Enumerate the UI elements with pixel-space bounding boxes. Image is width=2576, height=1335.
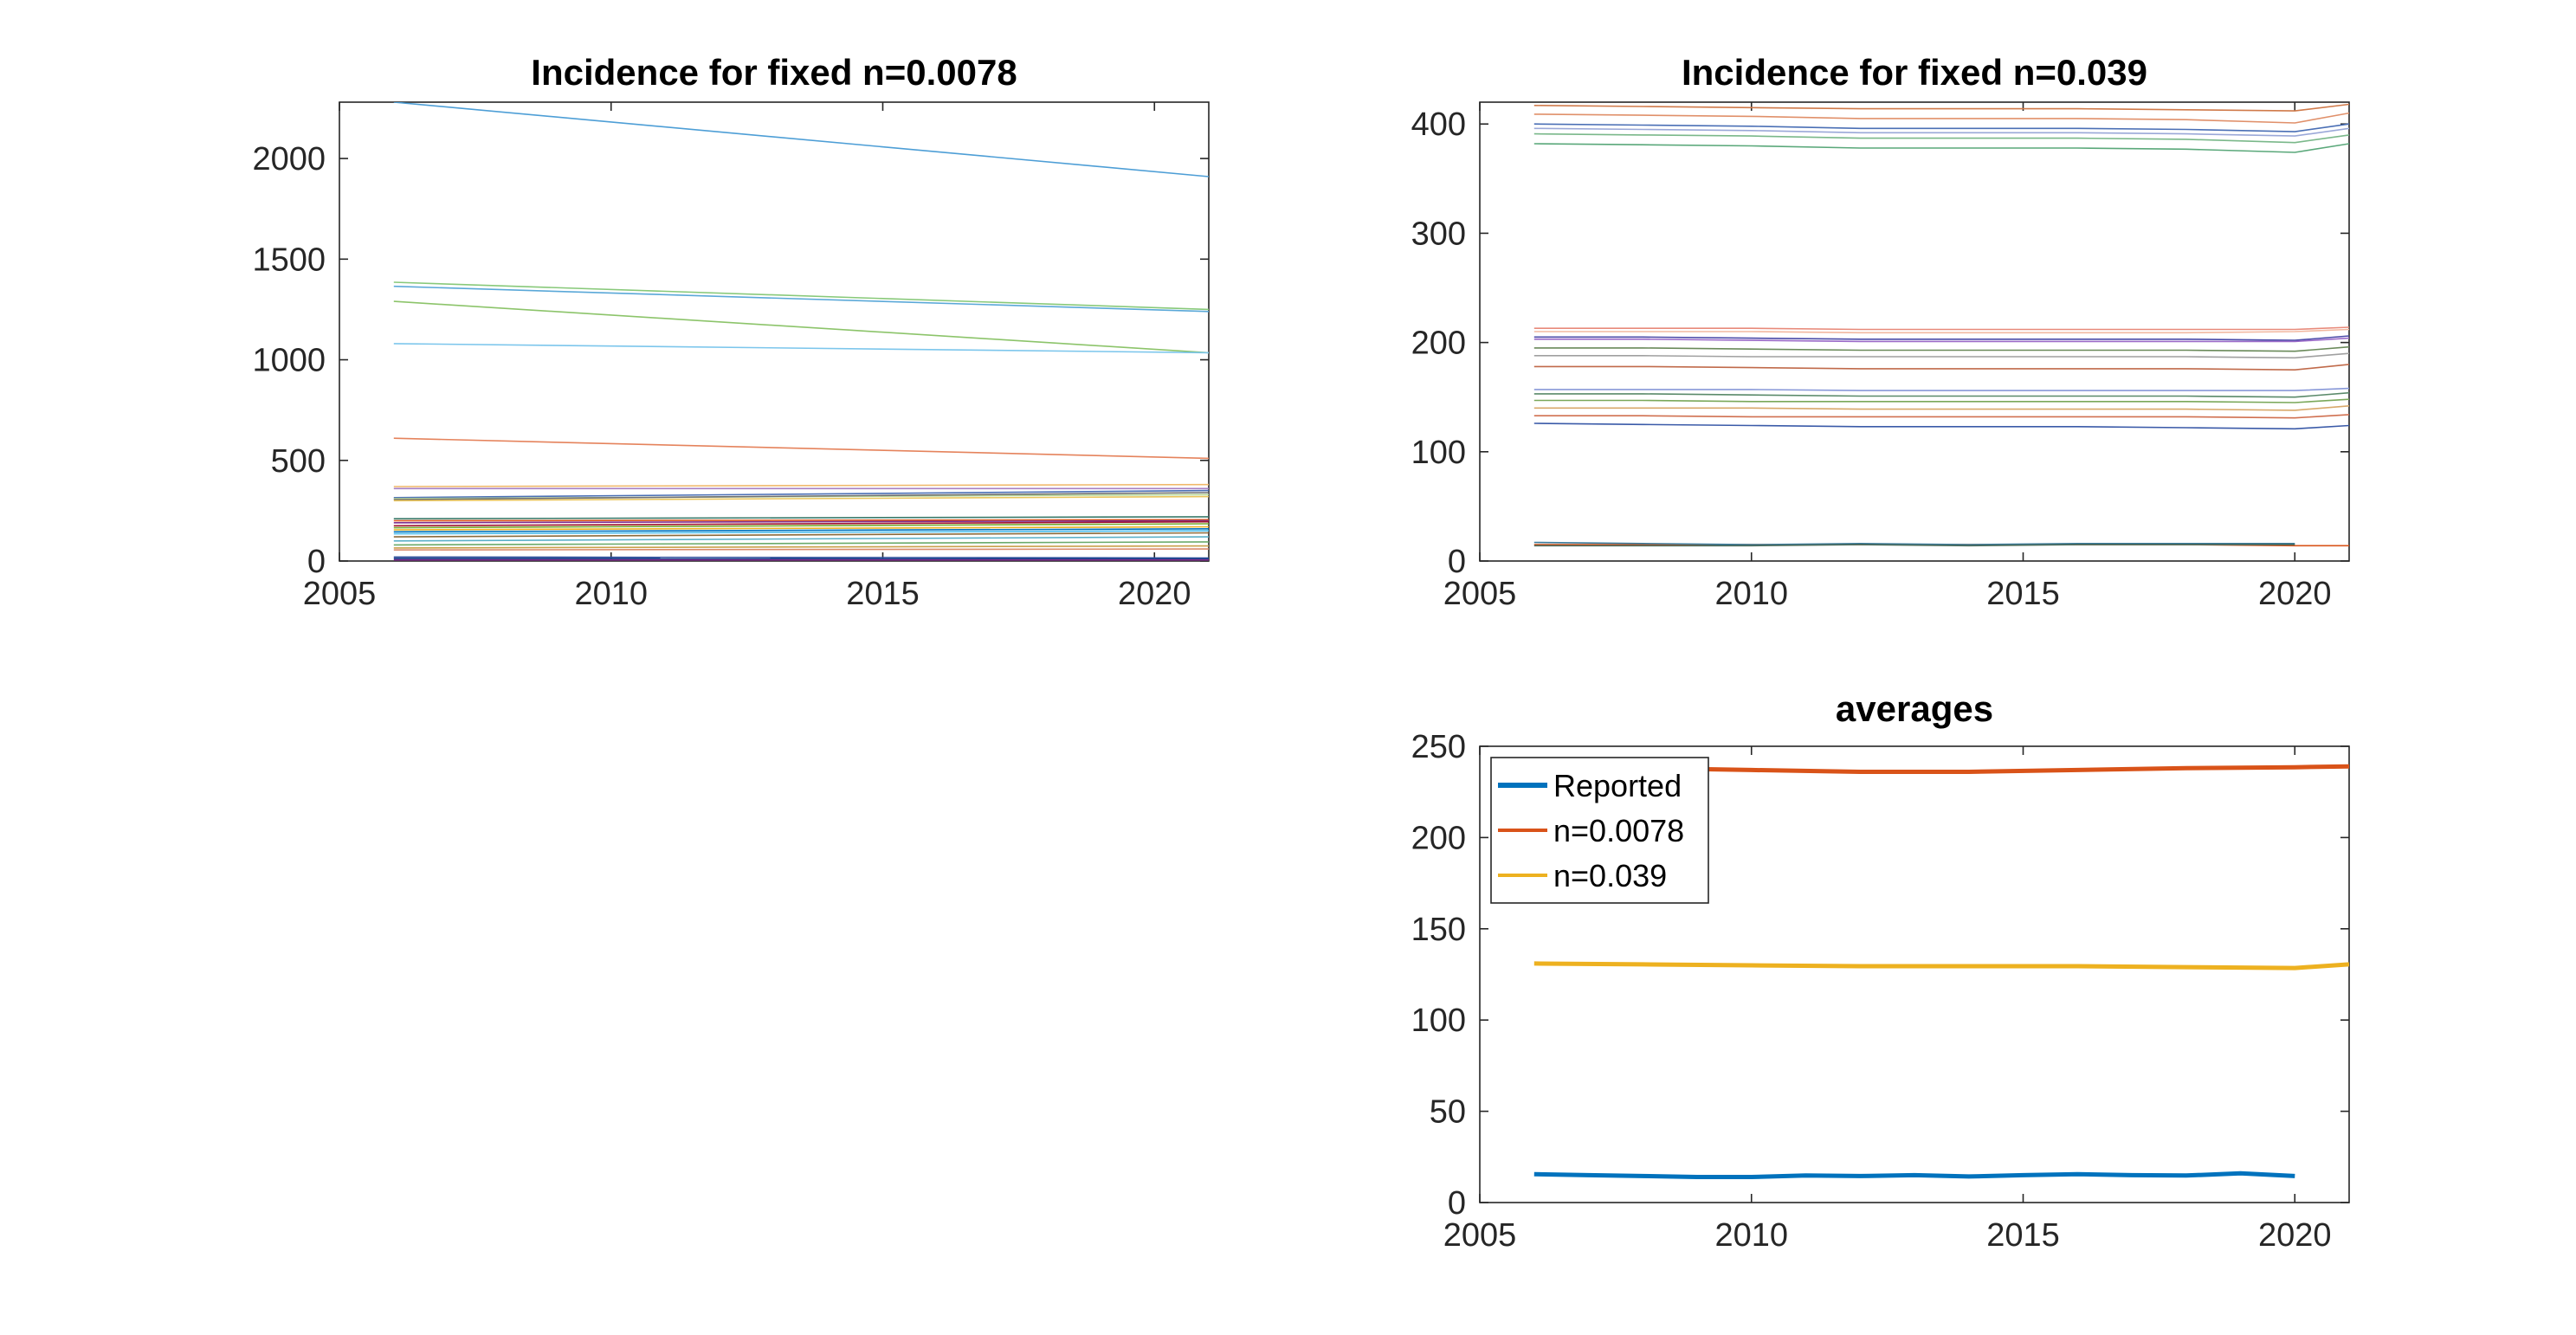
series-line <box>393 285 1209 313</box>
y-tick-label: 150 <box>1411 912 1466 948</box>
y-tick-label: 1500 <box>252 242 326 278</box>
series-line <box>1533 387 2349 391</box>
series-lines <box>393 102 1209 561</box>
series-line <box>1533 345 2349 352</box>
y-tick-label: 1000 <box>252 343 326 379</box>
x-tick-label: 2005 <box>1443 576 1517 612</box>
y-tick-label: 400 <box>1411 106 1466 143</box>
series-line <box>393 483 1209 487</box>
series-line <box>1533 328 2349 334</box>
series-line <box>393 530 1209 535</box>
legend-label: Reported <box>1553 768 1682 803</box>
series-line <box>393 520 1209 527</box>
series-line <box>1533 143 2349 153</box>
y-tick-label: 0 <box>1448 1185 1466 1222</box>
y-tick-label: 100 <box>1411 435 1466 471</box>
x-tick-label: 2020 <box>1118 576 1191 612</box>
legend-label: n=0.039 <box>1553 858 1667 893</box>
subplot-title: Incidence for fixed n=0.0078 <box>531 52 1017 93</box>
series-line <box>393 526 1209 531</box>
series-line <box>393 545 1209 549</box>
subplot-incidence-039: Incidence for fixed n=0.039 2005 2010 2015… <box>1411 52 2350 612</box>
series-line <box>393 523 1209 529</box>
series-line <box>1533 352 2349 359</box>
series-line <box>393 527 1209 533</box>
series-lines <box>1533 103 2349 547</box>
subplot-incidence-0078: Incidence for fixed n=0.0078 2005 2010 201… <box>252 52 1210 612</box>
series-line <box>393 300 1209 354</box>
x-tick-label: 2005 <box>303 576 377 612</box>
series-line <box>1533 103 2349 112</box>
series-line <box>1533 337 2349 343</box>
series-line <box>1533 541 2295 545</box>
series-line <box>393 281 1209 311</box>
series-line <box>393 556 1209 559</box>
series-line <box>393 437 1209 460</box>
series-line <box>393 541 1209 546</box>
y-tick-label: 250 <box>1411 729 1466 765</box>
x-tick-label: 2015 <box>1986 576 2060 612</box>
series-line <box>393 519 1209 522</box>
y-tick-label: 0 <box>1448 544 1466 580</box>
series-line <box>393 102 1209 177</box>
y-tick-label: 200 <box>1411 326 1466 362</box>
series-line <box>1533 335 2349 341</box>
y-tick-label: 50 <box>1430 1094 1466 1131</box>
legend: Reported n=0.0078 n=0.039 <box>1490 757 1709 904</box>
subplot-averages: averages 2005 2010 2015 2020 0 50 100 150 200 250… <box>1411 688 2350 1254</box>
series-line <box>393 495 1209 502</box>
series-line <box>1533 132 2349 144</box>
series-line <box>393 492 1209 500</box>
subplot-title: Incidence for fixed n=0.039 <box>1682 52 2147 93</box>
x-tick-label: 2015 <box>846 576 920 612</box>
x-tick-label: 2010 <box>1714 1217 1788 1254</box>
y-tick-label: 0 <box>307 544 326 580</box>
series-line <box>1533 405 2349 411</box>
series-line <box>1533 364 2349 371</box>
y-tick-label: 200 <box>1411 820 1466 856</box>
series-line <box>393 489 1209 499</box>
series-line <box>1533 112 2349 124</box>
x-tick-label: 2020 <box>2258 1217 2332 1254</box>
series-line <box>1533 961 2349 971</box>
y-tick-label: 2000 <box>252 141 326 177</box>
x-tick-label: 2010 <box>1714 576 1788 612</box>
series-line <box>393 519 1209 524</box>
series-line <box>1533 127 2349 137</box>
subplot-title: averages <box>1836 688 1993 729</box>
x-tick-label: 2005 <box>1443 1217 1517 1254</box>
y-tick-label: 300 <box>1411 216 1466 252</box>
y-tick-label: 500 <box>271 443 326 480</box>
legend-label: n=0.0078 <box>1553 813 1684 848</box>
series-line <box>1533 1171 2295 1179</box>
series-line <box>393 558 1209 560</box>
x-tick-label: 2010 <box>574 576 648 612</box>
x-tick-label: 2020 <box>2258 576 2332 612</box>
series-line <box>393 516 1209 520</box>
series-line <box>393 536 1209 542</box>
series-line <box>1533 123 2349 132</box>
series-line <box>1533 326 2349 331</box>
series-line <box>1533 422 2349 430</box>
x-tick-label: 2015 <box>1986 1217 2060 1254</box>
series-line <box>1533 414 2349 419</box>
series-line <box>393 532 1209 538</box>
series-line <box>393 548 1209 551</box>
series-line <box>393 343 1209 354</box>
y-tick-label: 100 <box>1411 1003 1466 1039</box>
series-line <box>1533 398 2349 403</box>
series-line <box>1533 391 2349 398</box>
